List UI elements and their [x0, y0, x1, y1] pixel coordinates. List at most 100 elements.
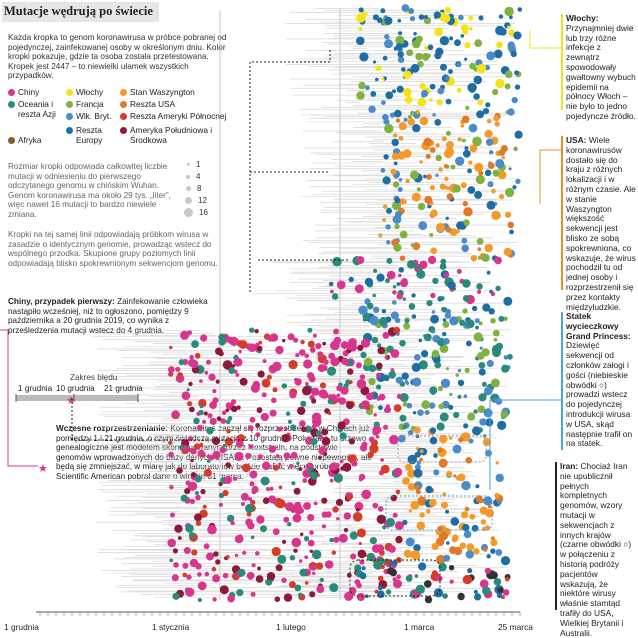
- sample-dot: [430, 292, 436, 299]
- sample-dot: [418, 338, 423, 343]
- sample-dot: [287, 419, 293, 424]
- sample-dot: [467, 568, 473, 574]
- sample-dot: [436, 422, 445, 431]
- sample-dot: [439, 344, 449, 353]
- sample-dot: [383, 154, 389, 160]
- sample-dot: [493, 49, 503, 59]
- sample-dot: [491, 188, 496, 194]
- sample-dot: [395, 521, 404, 530]
- sample-dot: [435, 154, 442, 162]
- sample-dot: [336, 517, 340, 521]
- sample-dot: [269, 486, 274, 491]
- sample-dot: [495, 342, 503, 351]
- sample-dot: [469, 27, 473, 31]
- sample-dot: [449, 316, 459, 326]
- sample-dot: [242, 550, 247, 555]
- legend-swatch: [8, 89, 15, 96]
- sample-dot: [413, 544, 421, 552]
- sample-dot: [283, 593, 293, 602]
- sample-dot: [361, 489, 372, 500]
- sample-dot: [356, 592, 365, 602]
- sample-dot: [169, 484, 174, 490]
- sample-dot: [236, 534, 244, 542]
- sample-dot: [419, 457, 423, 462]
- sample-dot: [454, 39, 461, 47]
- sample-dot: [459, 319, 466, 326]
- sample-dot: [327, 411, 332, 415]
- sample-dot: [414, 267, 419, 272]
- sample-dot: [457, 592, 465, 601]
- sample-dot: [425, 154, 431, 159]
- transmission-arrow: [71, 398, 250, 441]
- sample-dot: [309, 530, 314, 535]
- sample-dot: [382, 204, 388, 209]
- sample-dot: [372, 60, 377, 64]
- sample-dot: [250, 535, 255, 540]
- sample-dot: [517, 7, 523, 12]
- sample-dot: [466, 543, 475, 551]
- sample-dot: [419, 116, 429, 126]
- sample-dot: [322, 341, 327, 346]
- sample-dot: [396, 574, 401, 580]
- sample-dot: [176, 467, 183, 474]
- sample-dot: [285, 411, 291, 416]
- sample-dot: [404, 318, 410, 324]
- sample-dot: [446, 130, 451, 136]
- sample-dot: [514, 84, 521, 90]
- sample-dot: [349, 531, 358, 540]
- sample-dot: [464, 506, 470, 512]
- sample-dot: [384, 16, 393, 25]
- sample-dot: [330, 357, 340, 367]
- sample-dot: [441, 136, 447, 142]
- sample-dot: [356, 13, 366, 23]
- sample-dot: [167, 538, 176, 548]
- sample-dot: [390, 349, 400, 358]
- sample-dot: [395, 43, 403, 51]
- sample-dot: [301, 426, 307, 433]
- sample-dot: [490, 378, 500, 388]
- sample-dot: [460, 34, 465, 38]
- sample-dot: [492, 329, 500, 337]
- sample-dot: [231, 405, 238, 413]
- sample-dot: [478, 368, 486, 376]
- sample-dot: [464, 57, 468, 61]
- sample-dot: [415, 489, 421, 495]
- sample-dot: [211, 566, 217, 572]
- sample-dot: [282, 338, 286, 343]
- sample-dot: [317, 364, 326, 372]
- sample-dot: [423, 137, 432, 146]
- sample-dot: [443, 272, 450, 278]
- sample-dot: [477, 99, 484, 106]
- lines-legend-text: Kropki na tej samej linii odpowiadają pr…: [8, 230, 218, 268]
- sample-dot: [485, 138, 494, 146]
- sample-dot: [376, 372, 382, 378]
- sample-dot: [293, 487, 301, 495]
- sample-dot: [341, 357, 349, 366]
- sample-dot: [494, 121, 500, 127]
- sample-dot: [437, 526, 443, 532]
- sample-dot: [442, 318, 447, 322]
- sample-dot: [433, 453, 438, 458]
- legend-swatch: [120, 101, 127, 108]
- ship-callout: [489, 399, 562, 490]
- sample-dot: [464, 367, 470, 373]
- sample-dot: [376, 514, 386, 524]
- sample-dot: [246, 511, 252, 517]
- sample-dot: [398, 273, 402, 278]
- sample-dot: [333, 536, 340, 543]
- sample-dot: [489, 150, 494, 155]
- sample-dot: [456, 269, 462, 274]
- sample-dot: [428, 255, 437, 265]
- sample-dot: [455, 156, 465, 166]
- sample-dot: [496, 592, 503, 599]
- sample-dot: [418, 360, 428, 370]
- sample-dot: [307, 340, 315, 348]
- sample-dot: [307, 327, 313, 333]
- sample-dot: [245, 518, 253, 527]
- sample-dot: [206, 427, 214, 435]
- sample-dot: [354, 564, 362, 572]
- sample-dot: [482, 586, 491, 596]
- sample-dot: [172, 548, 178, 554]
- sample-dot: [479, 346, 483, 350]
- sample-dot: [433, 469, 440, 476]
